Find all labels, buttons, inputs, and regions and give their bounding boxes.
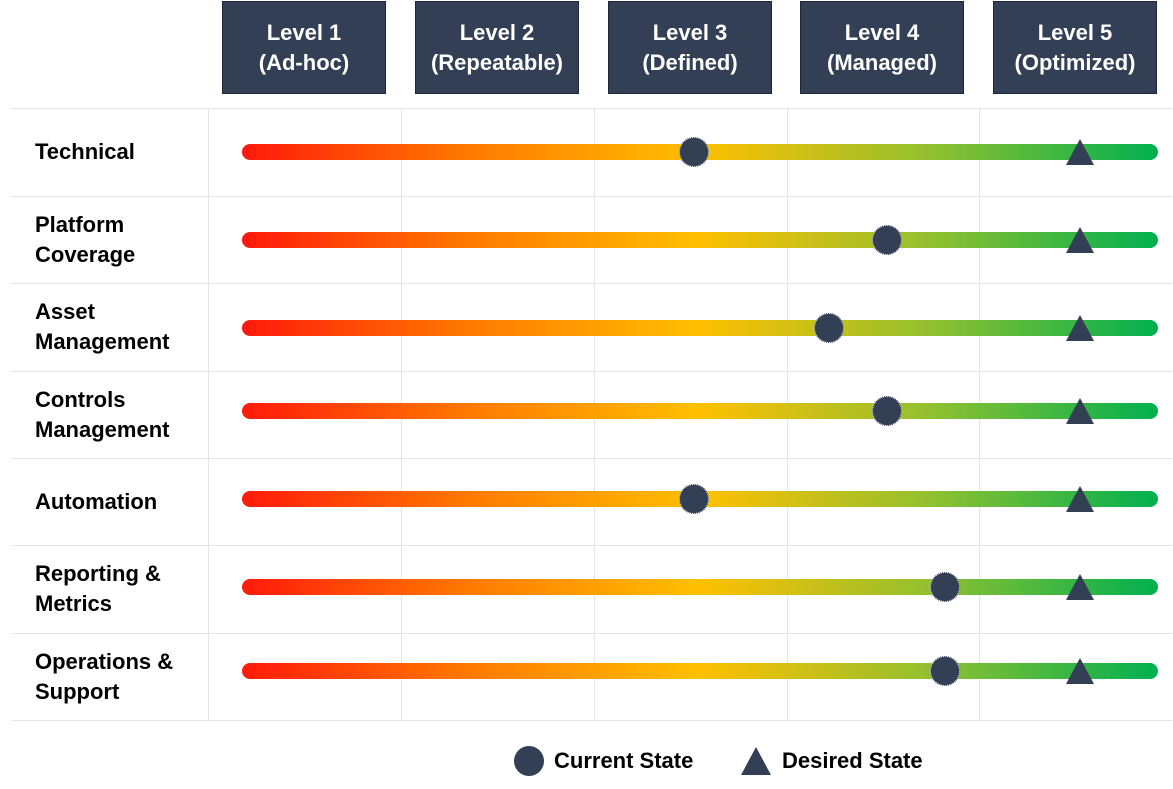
level-header-title: Level 2	[459, 19, 535, 45]
maturity-track	[242, 579, 1158, 595]
desired-state-marker	[1066, 227, 1094, 253]
desired-state-marker	[1066, 398, 1094, 424]
level-header-3: Level 3 (Defined)	[608, 1, 772, 94]
dimension-label-line: Operations &	[35, 648, 174, 674]
level-header-subtitle: (Defined)	[642, 49, 738, 75]
level-header-2: Level 2 (Repeatable)	[415, 1, 579, 94]
desired-state-marker	[1066, 658, 1094, 684]
current-state-legend-icon	[514, 746, 544, 776]
desired-state-marker	[1066, 139, 1094, 165]
legend-current: Current State	[514, 746, 693, 776]
dimension-label-line: Technical	[35, 139, 135, 164]
current-state-marker	[679, 484, 709, 514]
dimension-label-line: Management	[35, 416, 170, 442]
current-state-marker	[814, 313, 845, 343]
maturity-track	[242, 232, 1158, 248]
legend-current-label: Current State	[554, 748, 694, 773]
grid-row-line	[12, 458, 1172, 459]
desired-state-marker	[1066, 574, 1094, 600]
level-header-title: Level 4	[844, 19, 920, 45]
level-header-4: Level 4 (Managed)	[800, 1, 964, 94]
level-header-subtitle: (Repeatable)	[430, 49, 564, 75]
dimension-label: Reporting & Metrics	[35, 545, 205, 633]
level-header-title: Level 1	[266, 19, 342, 45]
grid-row-line	[12, 371, 1172, 372]
maturity-track	[242, 663, 1158, 679]
current-state-marker	[872, 396, 902, 426]
current-state-marker	[929, 656, 960, 686]
dimension-label-line: Controls	[35, 386, 126, 412]
current-state-marker	[929, 572, 960, 602]
level-header-title: Level 5	[1037, 19, 1113, 45]
dimension-label-line: Support	[35, 678, 120, 704]
dimension-label-line: Automation	[35, 488, 158, 514]
grid-row-line	[12, 633, 1172, 634]
legend-desired: Desired State	[740, 746, 923, 776]
level-header-subtitle: (Managed)	[827, 49, 937, 75]
dimension-label: Platform Coverage	[35, 196, 205, 283]
dimension-label: Technical	[35, 108, 205, 196]
dimension-label: Controls Management	[35, 371, 205, 458]
dimension-label: Operations & Support	[35, 633, 205, 720]
grid-column-line	[208, 108, 209, 720]
grid-row-line	[12, 283, 1172, 284]
maturity-track	[242, 403, 1158, 419]
maturity-track	[242, 320, 1158, 336]
grid-row-line	[12, 196, 1172, 197]
level-header-title: Level 3	[652, 19, 728, 45]
level-header-subtitle: (Ad-hoc)	[258, 49, 350, 75]
dimension-label-line: Platform	[35, 211, 125, 237]
desired-state-marker	[1066, 486, 1094, 512]
current-state-marker	[679, 137, 709, 167]
dimension-label-line: Management	[35, 329, 170, 354]
level-header-1: Level 1 (Ad-hoc)	[222, 1, 386, 94]
dimension-label-line: Coverage	[35, 241, 136, 267]
dimension-label-line: Metrics	[35, 591, 113, 616]
desired-state-legend-icon	[741, 747, 771, 775]
dimension-label: Automation	[35, 458, 205, 545]
legend-desired-label: Desired State	[782, 748, 923, 773]
grid-row-line	[12, 720, 1172, 721]
dimension-label-line: Asset	[35, 299, 95, 324]
grid-row-line	[12, 108, 1172, 109]
dimension-label: Asset Management	[35, 283, 205, 371]
dimension-label-line: Reporting &	[35, 561, 161, 586]
level-header-5: Level 5 (Optimized)	[993, 1, 1157, 94]
level-header-subtitle: (Optimized)	[1014, 49, 1136, 75]
desired-state-marker	[1066, 315, 1094, 341]
grid-row-line	[12, 545, 1172, 546]
current-state-marker	[872, 225, 902, 255]
